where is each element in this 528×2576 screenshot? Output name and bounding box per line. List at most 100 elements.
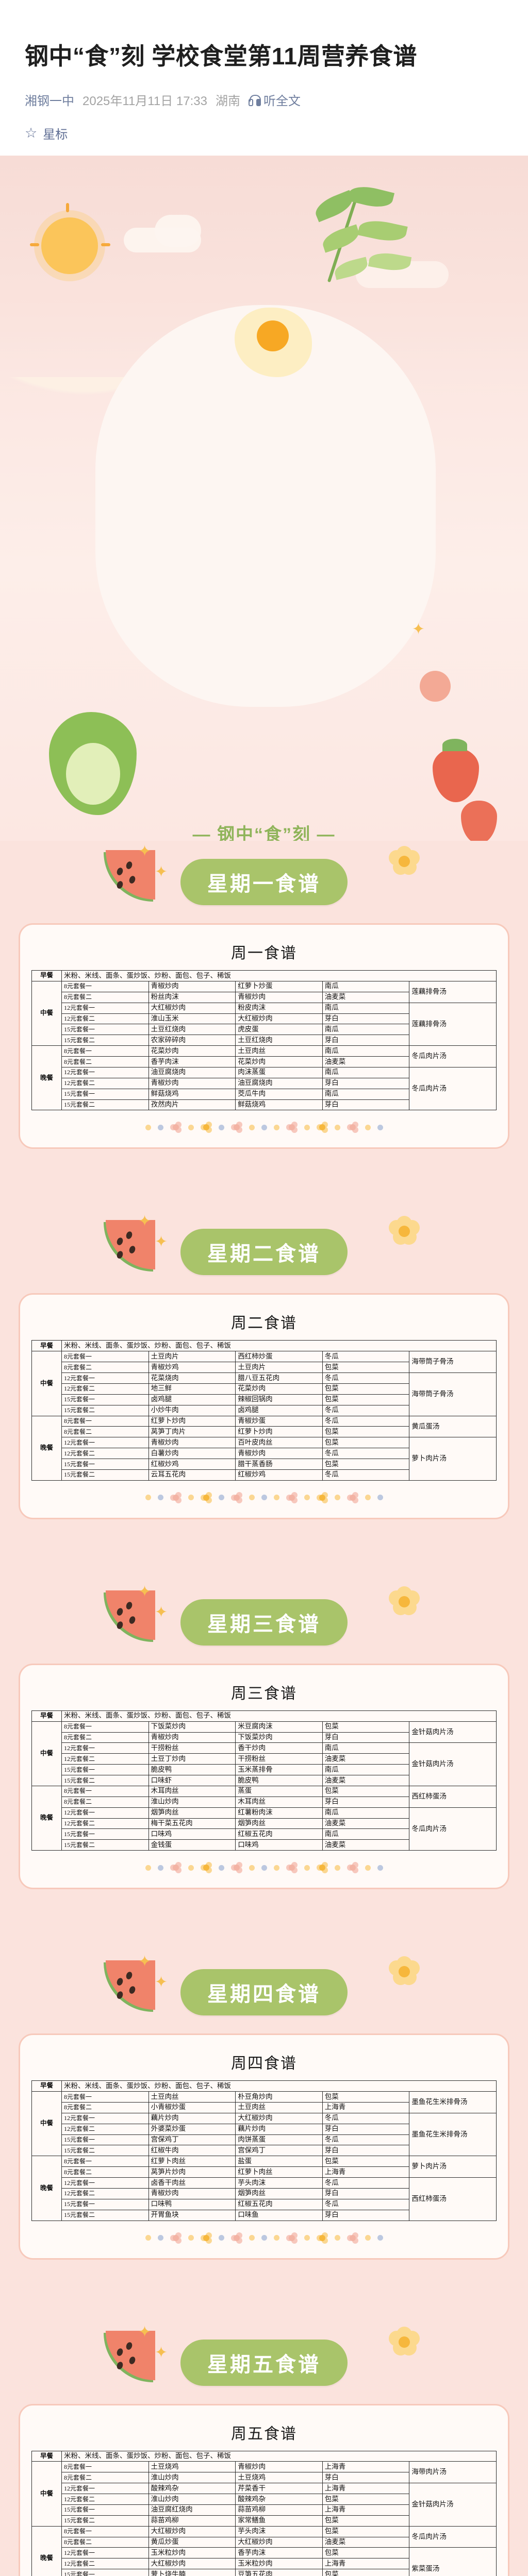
dish-second: 红萝卜肉丝 [235, 2166, 323, 2178]
meal-label: 早餐 [31, 1710, 62, 1722]
dish-main: 开胃鱼块 [148, 2209, 236, 2221]
dish-main: 农家碎碎肉 [148, 1035, 236, 1046]
dish-second: 香干炒肉 [235, 1742, 323, 1754]
dish-vegetable: 冬瓜 [322, 1415, 410, 1427]
listen-label: 听全文 [263, 94, 301, 109]
package-label: 8元套餐二 [61, 1426, 149, 1438]
soup: 紫菜蛋汤 [409, 2547, 497, 2576]
day-title-pill: 星期二食谱 [180, 1229, 348, 1276]
package-label: 8元套餐二 [61, 1056, 149, 1067]
dish-second: 芹菜香干 [235, 2483, 323, 2495]
dish-vegetable: 冬瓜 [322, 1351, 410, 1363]
table-row: 晚餐 8元套餐一 大红椒炒肉 芋头肉沫 包菜 冬瓜肉片汤 [31, 2526, 497, 2576]
soup: 墨鱼花生米排骨汤 [409, 2112, 497, 2157]
table-row: 12元套餐一 藕片炒肉 大红椒炒肉 冬瓜 墨鱼花生米排骨汤 [32, 2112, 497, 2157]
dish-vegetable: 南瓜 [322, 1045, 410, 1057]
dish-vegetable: 包菜 [322, 2547, 410, 2559]
package-label: 15元套餐一 [61, 1764, 149, 1776]
dish-main: 地三鲜 [148, 1383, 236, 1395]
table-row: 12元套餐一 烟笋肉丝 红薯粉肉沫 南瓜 冬瓜肉片汤 [32, 1807, 497, 1851]
dish-main: 大红椒炒肉 [148, 2526, 236, 2537]
sparkle-icon: ✦ [138, 1583, 152, 1600]
day-section: ✦ ✦ 星期二食谱 周二食谱 早餐 米粉、米线、面条、蛋炒饭、炒粉、面包、包子、稀饭 中餐 8… [0, 1211, 528, 1581]
table-row: 12元套餐二 白薯炒肉 青椒炒肉 冬瓜 [32, 1448, 497, 1460]
table-row: 中餐 8元套餐一 土豆烧鸡 青椒炒肉 上海青 海带肉片汤 [31, 2461, 497, 2527]
dish-vegetable: 上海青 [322, 2461, 410, 2473]
dish-main: 红萝卜肉丝 [148, 2156, 236, 2167]
table-row: 12元套餐一 酸辣鸡杂 芹菜香干 上海青 金针菇肉片汤 [32, 2483, 497, 2527]
dish-second: 红椒五花肉 [235, 2198, 323, 2210]
dish-main: 红椒牛肉 [148, 2145, 236, 2157]
egg-yolk-icon [257, 320, 289, 352]
dish-main: 藕片炒肉 [148, 2112, 236, 2124]
dish-second: 蒜苗鸡柳 [235, 2504, 323, 2516]
menu-table: 早餐 米粉、米线、面条、蛋炒饭、炒粉、面包、包子、稀饭 中餐 8元套餐一 土豆肉片 西红柿… [31, 1340, 497, 1481]
table-row: 12元套餐一 花菜烧肉 腊八豆五花肉 冬瓜 海带筒子骨汤 [32, 1372, 497, 1416]
table-row: 12元套餐二 淮山玉米 大红椒炒肉 芽白 [32, 1013, 497, 1025]
dish-main: 大红椒炒肉 [148, 2558, 236, 2570]
decor-circle [420, 671, 451, 702]
cloud-icon [155, 215, 201, 247]
dish-second: 卤鸡腿 [235, 1404, 323, 1416]
dish-main: 白薯炒肉 [148, 1448, 236, 1460]
menu-table-title: 周一食谱 [231, 945, 297, 962]
dish-second: 口味鸡 [235, 1839, 323, 1851]
dish-second: 酸辣鸡杂 [235, 2494, 323, 2505]
author-name[interactable]: 湘钢一中 [25, 94, 74, 109]
soup: 海带肉片汤 [409, 2461, 497, 2484]
table-row: 中餐 8元套餐一 下饭菜炒肉 米豆腐肉沫 包菜 金针菇肉片汤 [31, 1721, 497, 1786]
soup: 西红柿蛋汤 [409, 2177, 497, 2221]
dish-main: 花菜烧肉 [148, 1372, 236, 1384]
dish-second: 肉饼蒸蛋 [235, 2134, 323, 2146]
sun-ray-icon [66, 203, 69, 213]
dish-second: 油豆腐烧肉 [235, 1077, 323, 1089]
dish-vegetable: 冬瓜 [322, 2134, 410, 2146]
table-row: 晚餐 8元套餐一 花菜炒肉 土豆肉丝 南瓜 冬瓜肉片汤 [31, 1045, 497, 1111]
meal-label: 晚餐 [31, 1415, 62, 1481]
table-row: 15元套餐一 口味鸡 红椒五花肉 南瓜 [32, 1828, 497, 1840]
listen-full-text-button[interactable]: 听全文 [248, 91, 301, 109]
package-label: 12元套餐二 [61, 1383, 149, 1395]
table-row: 15元套餐二 口味虾 脆皮鸭 油麦菜 [32, 1775, 497, 1786]
package-label: 8元套餐一 [61, 1045, 149, 1057]
dish-main: 淮山玉米 [148, 1013, 236, 1025]
table-row: 12元套餐一 干捞粉丝 香干炒肉 南瓜 金针菇肉片汤 [32, 1742, 497, 1786]
dish-vegetable: 南瓜 [322, 1024, 410, 1036]
meal-label: 中餐 [31, 2091, 62, 2157]
package-label: 15元套餐二 [61, 1099, 149, 1111]
package-label: 12元套餐一 [61, 1742, 149, 1754]
dish-vegetable: 包菜 [322, 1394, 410, 1405]
dish-main: 梅干菜五花肉 [148, 1818, 236, 1829]
menu-card: 周四食谱 早餐 米粉、米线、面条、蛋炒饭、炒粉、面包、包子、稀饭 中餐 8元套餐一 土豆肉… [19, 2033, 509, 2260]
dish-main: 土豆烧鸡 [148, 2461, 236, 2473]
table-row: 12元套餐二 淮山炒肉 酸辣鸡杂 包菜 [32, 2494, 497, 2505]
package-label: 12元套餐一 [61, 1372, 149, 1384]
dish-main: 红椒炒鸡 [148, 1459, 236, 1470]
dish-vegetable: 包菜 [322, 2494, 410, 2505]
meal-label: 中餐 [31, 1721, 62, 1786]
package-label: 8元套餐一 [61, 2091, 149, 2103]
package-label: 8元套餐二 [61, 2166, 149, 2178]
dish-main: 卤鸡腿 [148, 1394, 236, 1405]
article-meta: 湘钢一中 2025年11月11日 17:33 湖南 听全文 [25, 91, 503, 109]
dish-vegetable: 南瓜 [322, 1088, 410, 1100]
dish-vegetable: 南瓜 [322, 980, 410, 992]
dish-main: 青椒炒肉 [148, 980, 236, 992]
package-label: 8元套餐一 [61, 2461, 149, 2473]
soup: 西红柿蛋汤 [409, 1785, 497, 1808]
dish-second: 土豆肉丝 [235, 2102, 323, 2113]
dish-second: 土豆肉丝 [235, 1045, 323, 1057]
star-button[interactable]: ☆ 星标 [25, 124, 503, 156]
dish-main: 宫保鸡丁 [148, 2134, 236, 2146]
sparkle-icon: ✦ [138, 2323, 152, 2341]
page-title: 钢中“食”刻 学校食堂第11周营养食谱 [25, 43, 417, 70]
package-label: 8元套餐一 [61, 1785, 149, 1797]
dish-second: 烟笋肉丝 [235, 2188, 323, 2199]
cabbage-core-icon [66, 743, 120, 805]
flower-icon [389, 2326, 420, 2358]
day-header: ✦ ✦ 星期五食谱 [0, 2321, 528, 2404]
day-header: ✦ ✦ 星期一食谱 [0, 841, 528, 923]
soup: 墨鱼花生米排骨汤 [409, 2091, 497, 2113]
package-label: 12元套餐二 [61, 2188, 149, 2199]
dish-second: 百叶皮肉丝 [235, 1437, 323, 1449]
